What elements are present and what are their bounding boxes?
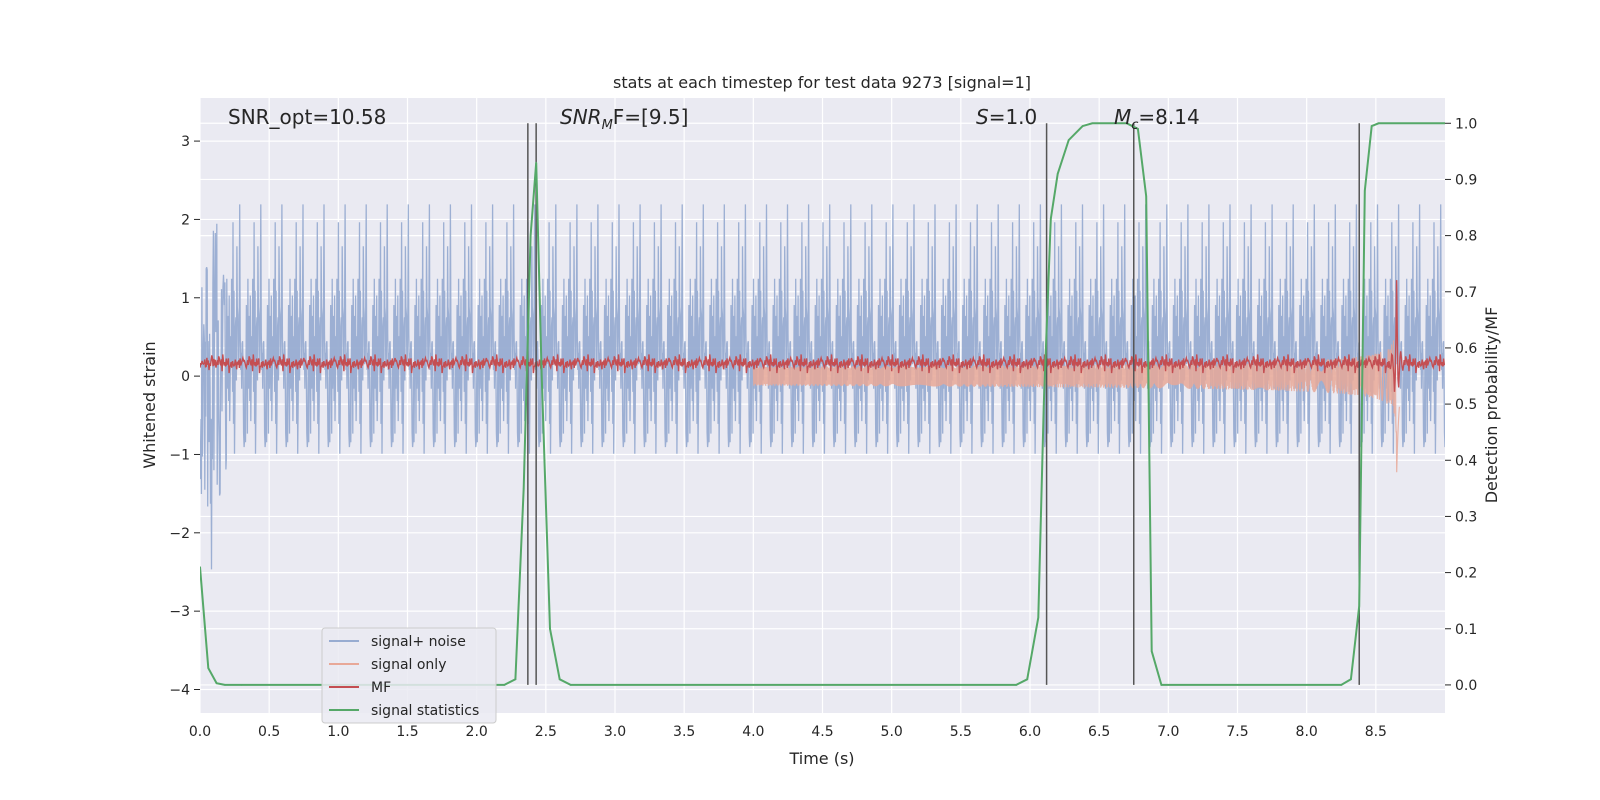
stat-point xyxy=(1137,128,1139,130)
y-tick-right-label: 0.4 xyxy=(1455,453,1477,469)
y-tick-left-label: 3 xyxy=(181,134,190,150)
annotation-snr-mf: SNRMF=[9.5] xyxy=(560,105,688,133)
stat-point xyxy=(522,487,525,490)
stat-point xyxy=(1358,605,1360,608)
stat-point xyxy=(224,684,226,686)
chart-title: stats at each timestep for test data 927… xyxy=(613,73,1031,92)
annotation-s-tail: =1.0 xyxy=(989,105,1038,129)
y-tick-right-label: 0.5 xyxy=(1455,397,1477,413)
legend: signal+ noise signal only MF signal stat… xyxy=(321,627,497,724)
annotation-mc-base: M xyxy=(1114,105,1131,129)
annotation-mc-tail: =8.14 xyxy=(1138,105,1199,129)
series-signal-plus-noise xyxy=(200,204,1445,570)
stat-point xyxy=(1444,122,1445,125)
y-tick-right-label: 0.1 xyxy=(1455,622,1477,638)
x-tick-label: 1.5 xyxy=(396,724,418,740)
annotation-s-base: S xyxy=(976,105,989,129)
stat-point xyxy=(569,684,572,686)
x-tick-label: 6.0 xyxy=(1019,724,1041,740)
stat-point xyxy=(514,678,517,681)
y-tick-right-label: 0.3 xyxy=(1455,509,1477,525)
x-tick-label: 0.5 xyxy=(258,724,280,740)
stat-point xyxy=(200,566,201,568)
legend-label-mf: MF xyxy=(371,680,391,696)
y-tick-right-label: 0.6 xyxy=(1455,341,1477,357)
y-tick-right-label: 0.0 xyxy=(1455,678,1477,694)
x-tick-label: 5.5 xyxy=(950,724,972,740)
stat-point xyxy=(549,628,551,630)
annotation-snr-opt: SNR_opt=10.58 xyxy=(228,105,386,129)
stat-point xyxy=(1145,195,1147,198)
stat-point xyxy=(1160,684,1163,686)
annotation-s-value: S=1.0 xyxy=(976,105,1037,129)
stat-point xyxy=(215,682,218,684)
stat-point xyxy=(240,684,243,686)
stat-point xyxy=(1067,139,1070,141)
x-tick-label: 2.5 xyxy=(535,724,557,740)
stat-point xyxy=(1377,122,1380,125)
y-tick-right-label: 0.9 xyxy=(1455,172,1477,188)
x-tick-label: 7.5 xyxy=(1226,724,1248,740)
stat-point xyxy=(1150,650,1153,652)
stat-point xyxy=(1050,218,1052,220)
stat-point xyxy=(1015,684,1017,686)
x-tick-label: 3.0 xyxy=(604,724,626,740)
x-tick-label: 2.0 xyxy=(466,724,488,740)
stat-point xyxy=(1026,678,1028,681)
annotation-mc-value: Mc=8.14 xyxy=(1114,105,1200,133)
y-tick-left-label: −4 xyxy=(169,682,190,698)
stat-point xyxy=(1091,122,1094,125)
annotation-snr-mf-tail: F=[9.5] xyxy=(613,105,689,129)
legend-box xyxy=(321,627,497,724)
annotation-mc-sub: c xyxy=(1131,118,1138,133)
annotation-snr-mf-base: SNR xyxy=(560,105,602,129)
stat-point xyxy=(1350,678,1352,681)
stat-point xyxy=(1126,122,1128,125)
stat-point xyxy=(558,678,561,681)
y-tick-right-label: 0.8 xyxy=(1455,229,1477,245)
x-tick-label: 4.0 xyxy=(742,724,764,740)
x-tick-label: 5.0 xyxy=(881,724,903,740)
y-tick-right-label: 0.2 xyxy=(1455,566,1477,582)
stat-point xyxy=(1340,684,1343,686)
x-tick-label: 8.5 xyxy=(1365,724,1387,740)
stat-point xyxy=(540,375,543,377)
stat-point xyxy=(535,161,537,164)
stat-point xyxy=(529,234,532,237)
stat-point xyxy=(1081,125,1084,127)
data-layer xyxy=(200,122,1445,686)
x-tick-label: 1.0 xyxy=(327,724,349,740)
y-axis-left-label: Whitened strain xyxy=(140,341,159,468)
y-tick-left-label: −1 xyxy=(169,447,190,463)
stat-point xyxy=(1037,616,1040,619)
y-tick-right-label: 0.7 xyxy=(1455,285,1477,301)
ticks: 0.0 0.5 1.0 1.5 2.0 2.5 3.0 3.5 4.0 4.5 5.0 5.5 6.0 6… xyxy=(169,116,1477,740)
annotation-snr-mf-sub: M xyxy=(602,118,613,133)
x-tick-label: 6.5 xyxy=(1088,724,1110,740)
y-tick-left-label: 0 xyxy=(181,369,190,385)
x-tick-label: 8.0 xyxy=(1296,724,1318,740)
stat-point xyxy=(1043,403,1045,405)
x-tick-label: 7.0 xyxy=(1157,724,1179,740)
stat-point xyxy=(1364,189,1366,192)
legend-label-stat: signal statistics xyxy=(371,703,479,719)
stat-point xyxy=(1056,173,1059,175)
series-mf xyxy=(200,280,1445,392)
x-tick-label: 3.5 xyxy=(673,724,695,740)
stat-point xyxy=(1370,125,1373,127)
y-tick-left-label: −3 xyxy=(169,604,190,620)
stat-point xyxy=(207,667,210,669)
y-axis-right-label: Detection probability/MF xyxy=(1482,307,1501,504)
legend-label-noise: signal+ noise xyxy=(371,634,466,650)
y-tick-left-label: 1 xyxy=(181,291,190,307)
x-tick-label: 0.0 xyxy=(189,724,211,740)
y-tick-left-label: 2 xyxy=(181,212,190,228)
x-axis-label: Time (s) xyxy=(788,749,854,768)
y-tick-right-label: 1.0 xyxy=(1455,116,1477,132)
y-tick-left-label: −2 xyxy=(169,526,190,542)
stat-point xyxy=(503,684,506,686)
legend-label-signal: signal only xyxy=(371,657,446,673)
x-tick-label: 4.5 xyxy=(811,724,833,740)
